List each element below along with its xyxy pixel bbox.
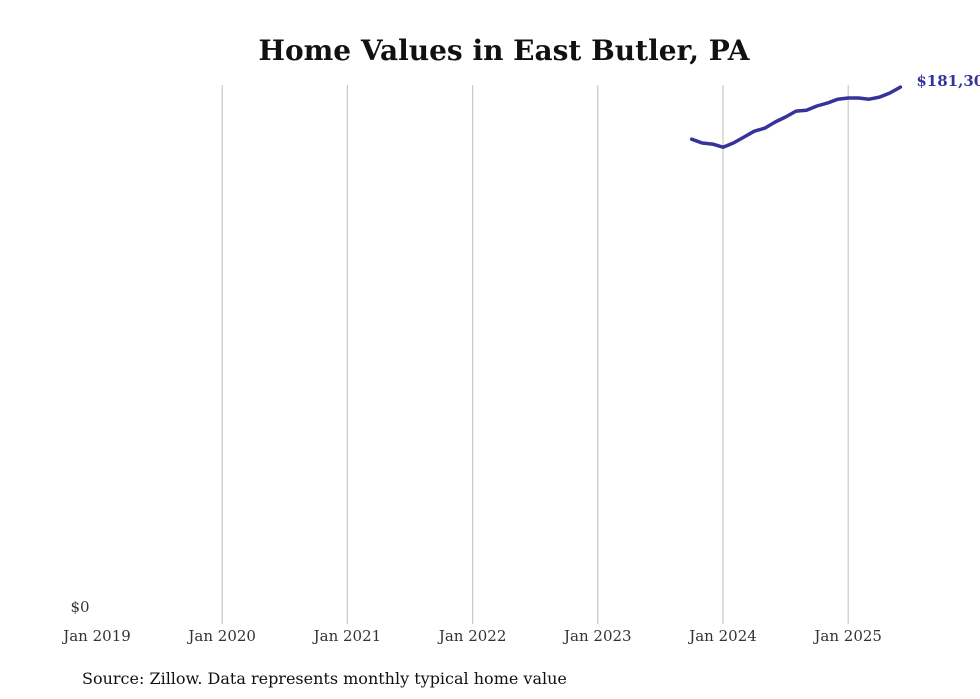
x-tick-label: Jan 2024 <box>687 627 757 645</box>
chart-title: Home Values in East Butler, PA <box>259 34 751 67</box>
x-tick-label: Jan 2020 <box>186 627 256 645</box>
x-tick-label: Jan 2023 <box>562 627 632 645</box>
x-tick-label: Jan 2019 <box>61 627 131 645</box>
end-value-label: $181,300 <box>916 72 980 90</box>
source-note: Source: Zillow. Data represents monthly … <box>82 669 567 688</box>
y-tick-label: $0 <box>70 598 89 616</box>
x-tick-label: Jan 2021 <box>312 627 382 645</box>
series-line <box>689 85 903 149</box>
x-tick-label: Jan 2025 <box>812 627 882 645</box>
x-tick-label: Jan 2022 <box>437 627 507 645</box>
